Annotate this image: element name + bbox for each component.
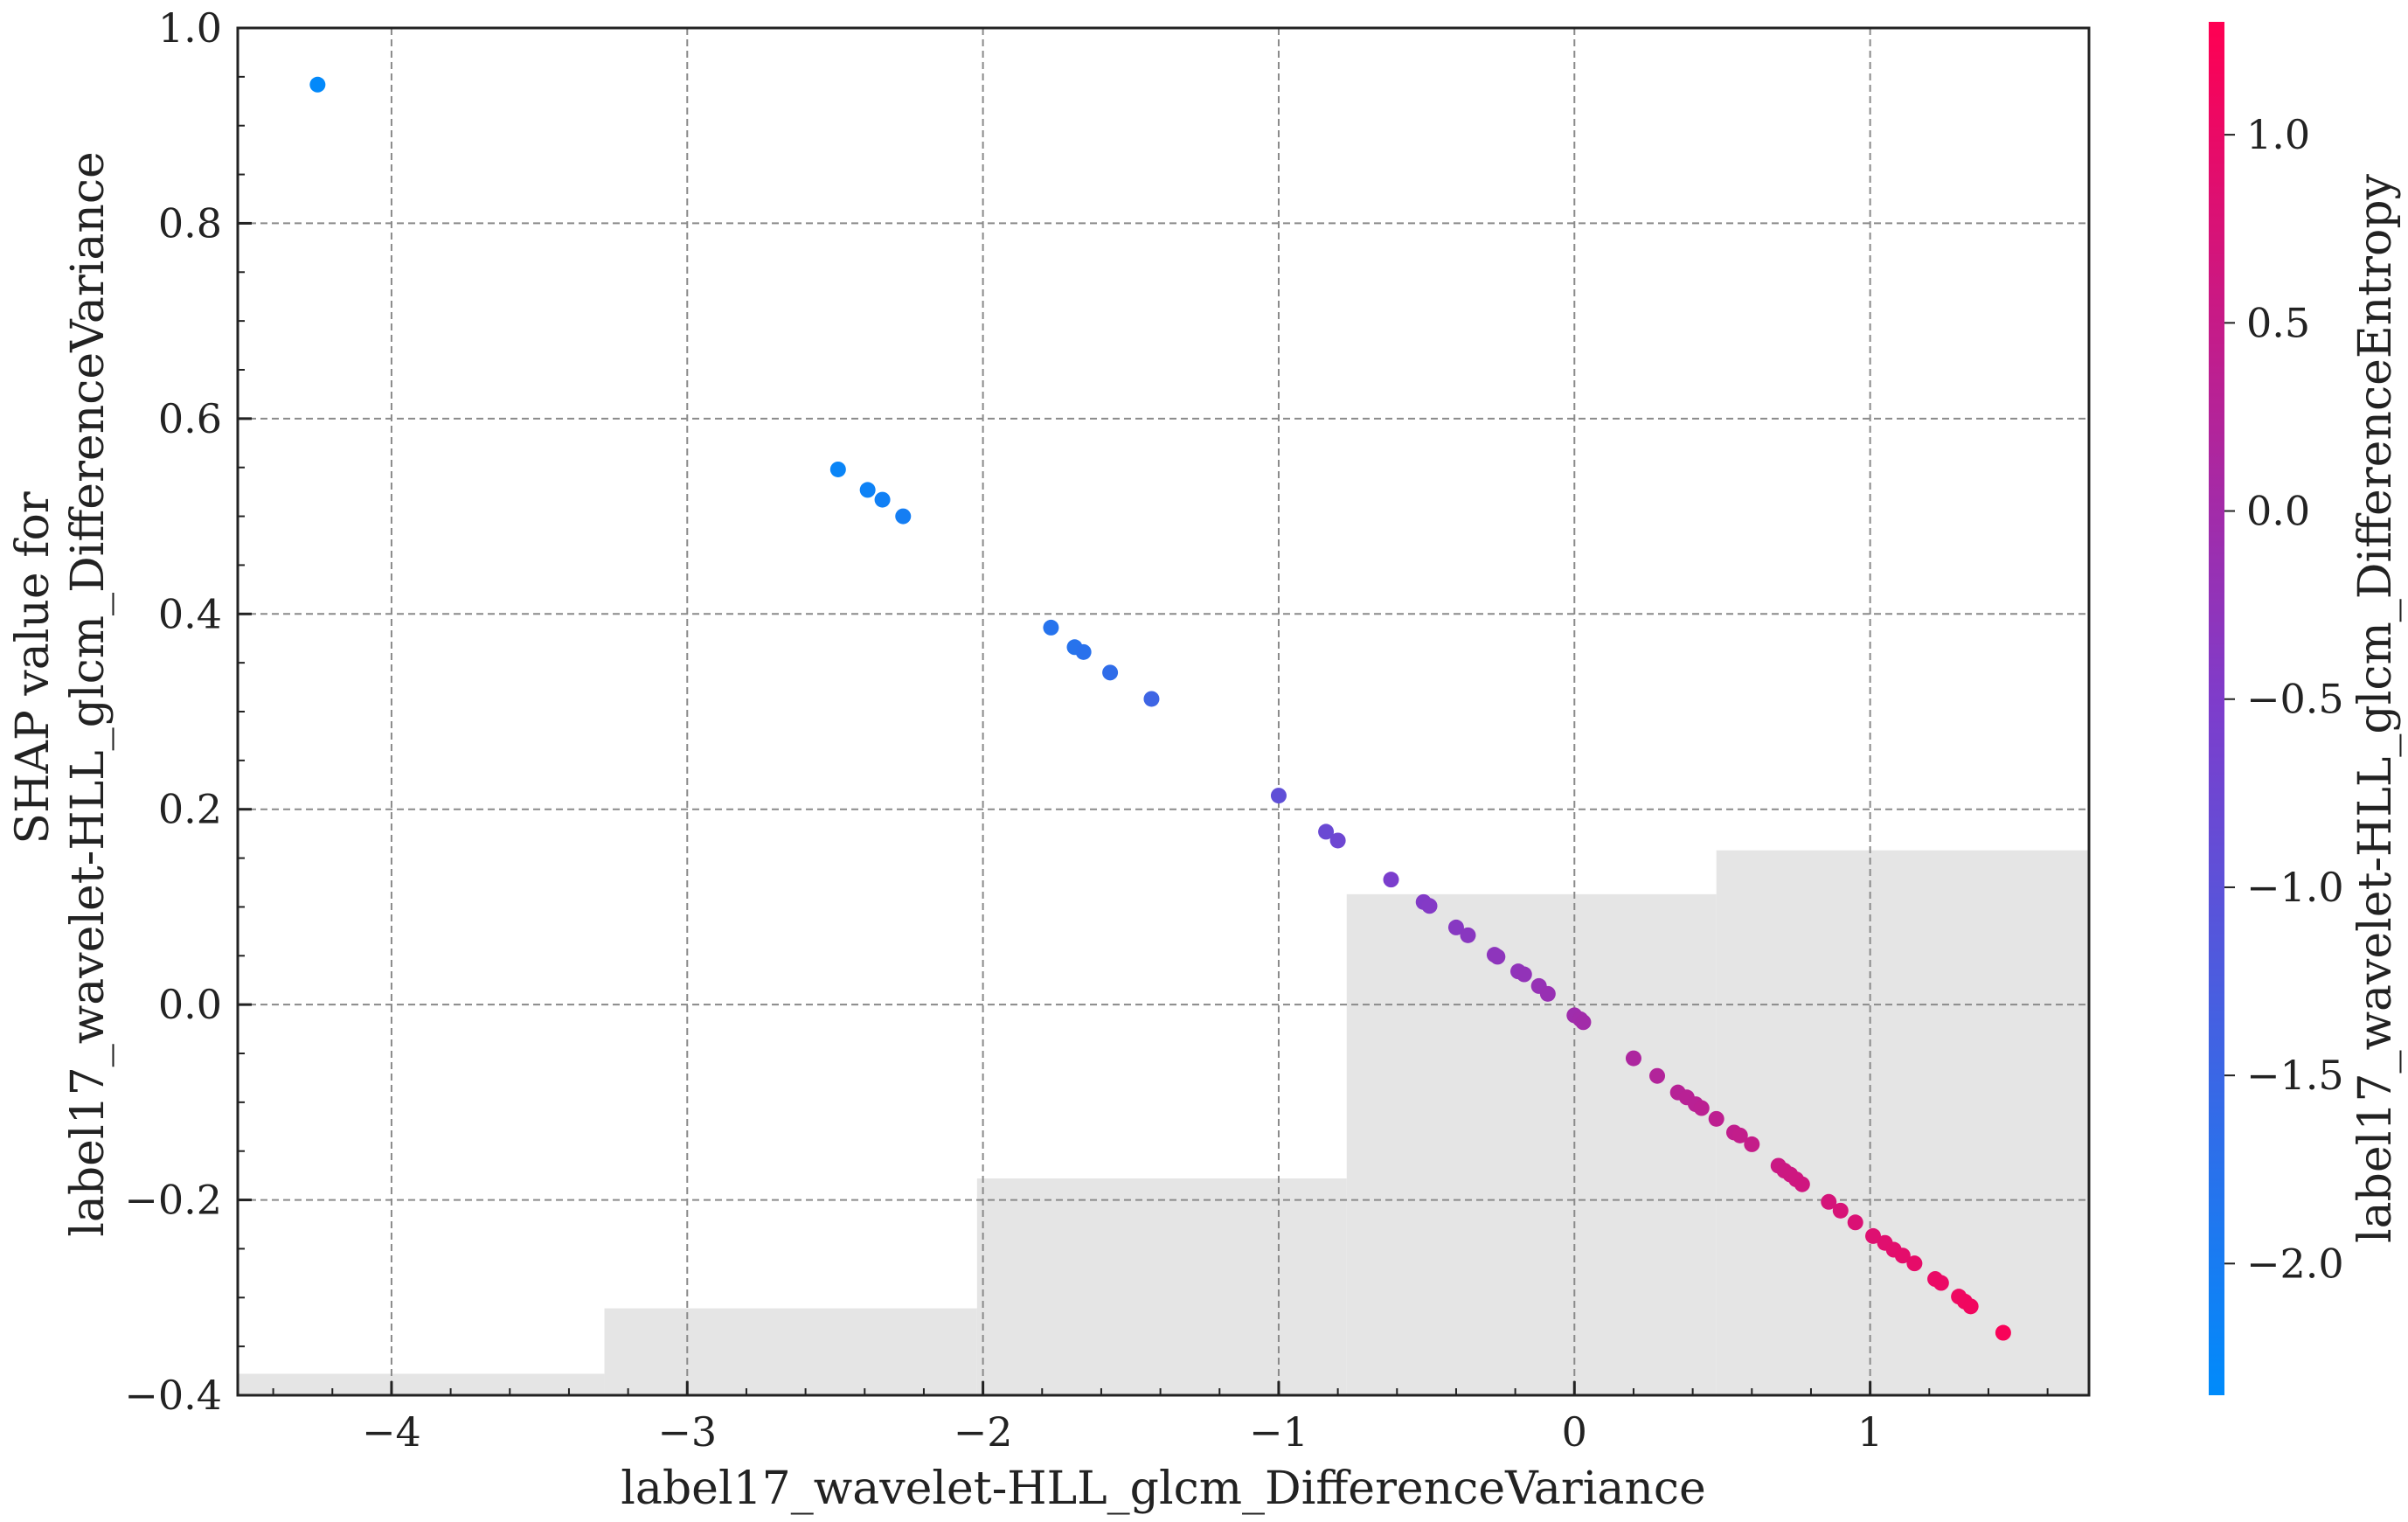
y-tick-label-5: 0.6	[158, 395, 222, 442]
data-point-54	[1962, 1298, 1979, 1315]
data-point-44	[1847, 1214, 1863, 1231]
data-point-7	[1075, 643, 1092, 660]
data-point-55	[1995, 1324, 2011, 1341]
data-point-41	[1794, 1176, 1810, 1192]
data-point-27	[1625, 1050, 1641, 1067]
x-tick-label-1: −3	[657, 1408, 717, 1456]
y-tick-label-1: −0.2	[124, 1177, 222, 1224]
data-point-23	[1539, 985, 1556, 1002]
data-point-45	[1865, 1227, 1882, 1244]
histogram-bar-2	[976, 1178, 1347, 1395]
data-point-13	[1383, 872, 1399, 888]
data-point-5	[1043, 619, 1059, 636]
data-point-8	[1102, 664, 1119, 681]
colorbar-tick-label-0: −2.0	[2246, 1240, 2344, 1287]
data-point-33	[1708, 1110, 1724, 1127]
data-point-21	[1516, 966, 1532, 983]
data-point-10	[1270, 788, 1287, 804]
data-point-1	[829, 461, 846, 477]
colorbar-tick-label-5: 0.5	[2246, 299, 2310, 346]
data-point-4	[895, 508, 912, 525]
y-tick-label-3: 0.2	[158, 786, 222, 833]
colorbar-tick-label-3: −0.5	[2246, 676, 2344, 723]
y-tick-label-6: 0.8	[158, 199, 222, 247]
feature-histogram	[238, 850, 2089, 1395]
histogram-bar-4	[1716, 850, 2089, 1395]
colorbar-tick-label-2: −1.0	[2246, 864, 2344, 911]
histogram-bar-3	[1346, 893, 1717, 1395]
y-axis-label-line1: SHAP value for	[7, 491, 59, 844]
y-axis-label-line2: label17_wavelet-HLL_glcm_DifferenceVaria…	[62, 151, 115, 1237]
colorbar-tick-label-1: −1.5	[2246, 1052, 2344, 1099]
x-tick-label-4: 0	[1562, 1408, 1587, 1456]
data-point-15	[1421, 898, 1438, 914]
data-point-12	[1329, 832, 1346, 849]
x-tick-label-0: −4	[362, 1408, 421, 1456]
data-point-43	[1832, 1202, 1849, 1219]
colorbar: −2.0 −1.5 −1.0 −0.5 0.0 0.5 1.0	[2209, 22, 2344, 1395]
data-point-9	[1143, 691, 1160, 707]
data-point-16	[1447, 919, 1464, 935]
colorbar-label: label17_wavelet-HLL_glcm_DifferenceEntro…	[2349, 173, 2402, 1243]
histogram-bar-1	[604, 1308, 977, 1395]
data-point-42	[1821, 1193, 1837, 1210]
y-tick-label-2: 0.0	[158, 981, 222, 1028]
data-point-28	[1649, 1067, 1666, 1084]
x-tick-label-5: 1	[1857, 1408, 1883, 1456]
data-point-49	[1906, 1255, 1923, 1272]
x-tick-label-3: −1	[1249, 1408, 1308, 1456]
data-point-26	[1575, 1014, 1592, 1031]
axes: −4 −3 −2 −1 0 1 −0.4 −0.2 0.0 0.2 0.4 0.6 0.8 1.0	[124, 4, 2049, 1456]
data-point-19	[1489, 949, 1506, 965]
colorbar-gradient	[2209, 22, 2224, 1395]
data-point-32	[1693, 1100, 1710, 1116]
data-point-51	[1933, 1275, 1949, 1291]
data-point-3	[874, 491, 891, 508]
data-point-36	[1744, 1136, 1760, 1152]
data-point-0	[309, 76, 326, 93]
data-point-11	[1318, 824, 1335, 840]
y-tick-label-4: 0.4	[158, 590, 222, 637]
histogram-bar-0	[238, 1373, 605, 1395]
data-point-17	[1460, 927, 1476, 943]
x-tick-label-2: −2	[954, 1408, 1013, 1456]
grid	[238, 28, 2089, 1395]
data-point-35	[1731, 1127, 1748, 1143]
colorbar-tick-label-4: 0.0	[2246, 488, 2310, 535]
data-point-48	[1894, 1247, 1911, 1264]
data-point-2	[859, 482, 876, 498]
scatter-points	[309, 76, 2011, 1341]
x-axis-label: label17_wavelet-HLL_glcm_DifferenceVaria…	[621, 1463, 1706, 1515]
colorbar-tick-label-6: 1.0	[2246, 111, 2310, 158]
y-tick-label-0: −0.4	[124, 1372, 222, 1419]
y-tick-label-7: 1.0	[158, 4, 222, 52]
